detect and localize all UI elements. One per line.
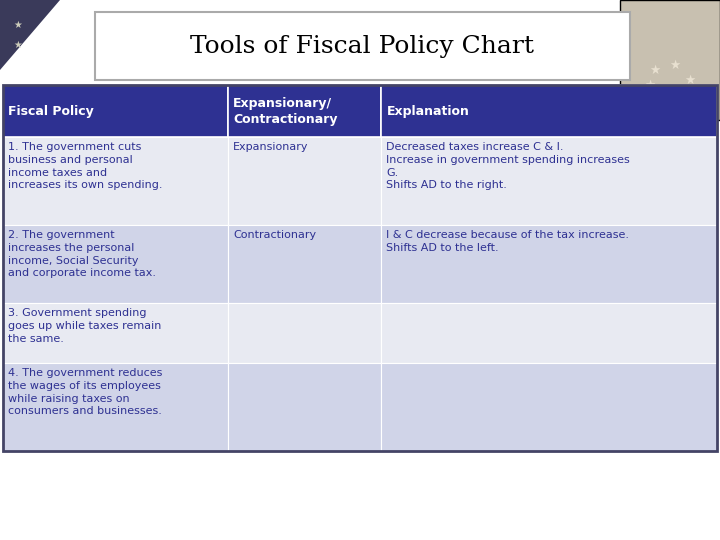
Text: ★: ★	[670, 58, 680, 71]
Text: I & C decrease because of the tax increase.
Shifts AD to the left.: I & C decrease because of the tax increa…	[387, 230, 629, 253]
FancyBboxPatch shape	[228, 303, 382, 363]
FancyBboxPatch shape	[3, 225, 228, 303]
FancyBboxPatch shape	[620, 0, 720, 120]
Text: ★: ★	[14, 40, 22, 50]
Text: ★: ★	[685, 73, 696, 86]
Text: ★: ★	[649, 64, 661, 77]
Text: ★: ★	[665, 89, 675, 102]
FancyBboxPatch shape	[228, 85, 382, 137]
FancyBboxPatch shape	[228, 137, 382, 225]
Text: Tools of Fiscal Policy Chart: Tools of Fiscal Policy Chart	[191, 35, 534, 57]
FancyBboxPatch shape	[3, 85, 228, 137]
Text: 2. The government
increases the personal
income, Social Security
and corporate i: 2. The government increases the personal…	[8, 230, 156, 279]
FancyBboxPatch shape	[382, 137, 717, 225]
Text: Explanation: Explanation	[387, 105, 469, 118]
FancyBboxPatch shape	[95, 12, 630, 80]
FancyBboxPatch shape	[228, 225, 382, 303]
Polygon shape	[620, 0, 720, 110]
FancyBboxPatch shape	[3, 363, 228, 451]
Text: ★: ★	[644, 78, 656, 91]
FancyBboxPatch shape	[382, 363, 717, 451]
FancyBboxPatch shape	[382, 303, 717, 363]
FancyBboxPatch shape	[228, 363, 382, 451]
FancyBboxPatch shape	[3, 137, 228, 225]
Text: 3. Government spending
goes up while taxes remain
the same.: 3. Government spending goes up while tax…	[8, 308, 161, 343]
Text: 1. The government cuts
business and personal
income taxes and
increases its own : 1. The government cuts business and pers…	[8, 142, 163, 191]
Text: Expansionary/
Contractionary: Expansionary/ Contractionary	[233, 97, 338, 125]
FancyBboxPatch shape	[3, 303, 228, 363]
Text: 4. The government reduces
the wages of its employees
while raising taxes on
cons: 4. The government reduces the wages of i…	[8, 368, 163, 416]
Text: Expansionary: Expansionary	[233, 142, 308, 152]
Text: Decreased taxes increase C & I.
Increase in government spending increases
G.
Shi: Decreased taxes increase C & I. Increase…	[387, 142, 630, 191]
Polygon shape	[0, 0, 60, 70]
FancyBboxPatch shape	[382, 225, 717, 303]
Text: ★: ★	[14, 20, 22, 30]
Text: Fiscal Policy: Fiscal Policy	[8, 105, 94, 118]
FancyBboxPatch shape	[382, 85, 717, 137]
Text: Contractionary: Contractionary	[233, 230, 316, 240]
